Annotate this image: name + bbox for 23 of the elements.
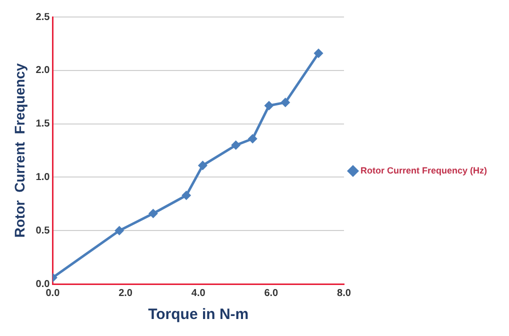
y-tick-label: 0.0 — [36, 278, 50, 290]
point — [281, 98, 290, 107]
point — [198, 161, 207, 170]
x-tick-label: 8.0 — [337, 288, 352, 299]
x-tick-label: 2.0 — [118, 288, 133, 299]
legend-label: Rotor Current Frequency (Hz) — [360, 165, 488, 176]
x-tick-label: 4.0 — [191, 288, 206, 299]
point — [115, 226, 124, 235]
y-tick-label: 1.5 — [36, 118, 50, 130]
point — [232, 140, 240, 150]
x-axis-title: Torque in N-m — [148, 306, 249, 324]
x-tick-label: 0.0 — [46, 288, 60, 299]
point — [314, 49, 323, 58]
y-tick-label: 1.0 — [36, 172, 50, 183]
x-tick-label: 6.0 — [264, 288, 279, 299]
point — [182, 191, 191, 200]
point — [248, 134, 257, 143]
point — [264, 101, 274, 110]
point — [148, 209, 158, 218]
y-tick-label: 2.0 — [36, 65, 50, 76]
y-tick-label: 0.5 — [36, 225, 50, 236]
y-axis-title: Rotor Current Frequency — [11, 63, 28, 238]
y-tick-label: 2.5 — [36, 12, 50, 23]
